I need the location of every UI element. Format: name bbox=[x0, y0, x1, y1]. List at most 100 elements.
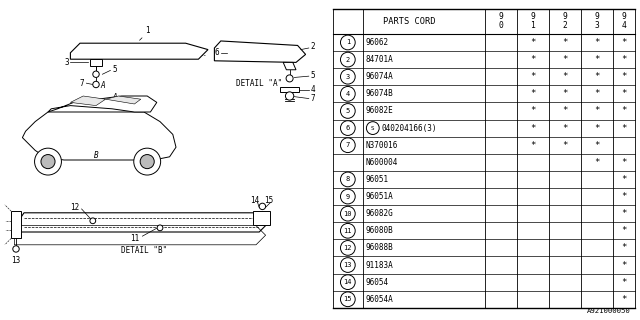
Text: 96074B: 96074B bbox=[366, 89, 394, 98]
Text: 91183A: 91183A bbox=[366, 260, 394, 269]
Text: 11: 11 bbox=[344, 228, 352, 234]
Circle shape bbox=[286, 75, 293, 82]
Text: 9: 9 bbox=[346, 194, 350, 200]
Circle shape bbox=[340, 86, 355, 101]
Circle shape bbox=[340, 258, 355, 272]
Circle shape bbox=[93, 71, 99, 77]
Text: 96088B: 96088B bbox=[366, 244, 394, 252]
Text: DETAIL "B": DETAIL "B" bbox=[121, 246, 167, 255]
Text: 13: 13 bbox=[12, 256, 20, 265]
Text: 7: 7 bbox=[346, 142, 350, 148]
Polygon shape bbox=[22, 112, 176, 160]
Text: *: * bbox=[594, 89, 600, 98]
Text: 96054A: 96054A bbox=[366, 295, 394, 304]
Circle shape bbox=[90, 218, 96, 224]
Text: 96062: 96062 bbox=[366, 38, 389, 47]
Circle shape bbox=[340, 138, 355, 153]
Text: *: * bbox=[621, 260, 627, 269]
Text: *: * bbox=[621, 107, 627, 116]
Text: *: * bbox=[621, 192, 627, 201]
Text: PARTS CORD: PARTS CORD bbox=[383, 17, 435, 26]
Text: *: * bbox=[562, 107, 568, 116]
Text: *: * bbox=[621, 209, 627, 218]
Text: *: * bbox=[562, 141, 568, 150]
Text: *: * bbox=[621, 278, 627, 287]
Polygon shape bbox=[11, 211, 20, 238]
Text: N370016: N370016 bbox=[366, 141, 398, 150]
Text: *: * bbox=[530, 38, 536, 47]
Text: *: * bbox=[562, 38, 568, 47]
Polygon shape bbox=[214, 41, 306, 62]
Text: *: * bbox=[621, 72, 627, 81]
Text: A: A bbox=[113, 93, 118, 102]
Circle shape bbox=[259, 203, 266, 210]
Text: *: * bbox=[594, 124, 600, 132]
Text: *: * bbox=[621, 55, 627, 64]
Circle shape bbox=[157, 225, 163, 231]
Text: 9
4: 9 4 bbox=[621, 12, 627, 30]
Text: 10: 10 bbox=[344, 211, 352, 217]
Polygon shape bbox=[253, 211, 270, 225]
Text: *: * bbox=[562, 124, 568, 132]
Text: DETAIL "A": DETAIL "A" bbox=[236, 79, 282, 88]
Text: 11: 11 bbox=[130, 234, 139, 243]
Text: *: * bbox=[594, 158, 600, 167]
Text: 9
1: 9 1 bbox=[531, 12, 535, 30]
Text: *: * bbox=[621, 175, 627, 184]
Circle shape bbox=[340, 223, 355, 238]
Text: 2: 2 bbox=[310, 42, 315, 51]
Text: *: * bbox=[621, 89, 627, 98]
Text: 6: 6 bbox=[346, 125, 350, 131]
Text: A921000050: A921000050 bbox=[587, 308, 630, 314]
Circle shape bbox=[340, 172, 355, 187]
Text: 7: 7 bbox=[79, 79, 84, 88]
Text: *: * bbox=[621, 244, 627, 252]
Text: *: * bbox=[530, 141, 536, 150]
Text: 96051A: 96051A bbox=[366, 192, 394, 201]
Text: 84701A: 84701A bbox=[366, 55, 394, 64]
Text: *: * bbox=[621, 38, 627, 47]
Circle shape bbox=[140, 155, 154, 169]
Circle shape bbox=[134, 148, 161, 175]
Text: *: * bbox=[562, 89, 568, 98]
Circle shape bbox=[340, 275, 355, 290]
Text: 96051: 96051 bbox=[366, 175, 389, 184]
Text: 040204166(3): 040204166(3) bbox=[381, 124, 437, 132]
Polygon shape bbox=[106, 96, 141, 104]
Text: *: * bbox=[621, 226, 627, 235]
Text: 12: 12 bbox=[344, 245, 352, 251]
Circle shape bbox=[340, 69, 355, 84]
Text: A: A bbox=[100, 81, 105, 90]
Text: 12: 12 bbox=[70, 203, 80, 212]
Text: 96074A: 96074A bbox=[366, 72, 394, 81]
Polygon shape bbox=[18, 213, 269, 232]
Text: B: B bbox=[93, 151, 99, 160]
Polygon shape bbox=[70, 96, 106, 106]
Text: *: * bbox=[530, 124, 536, 132]
Text: 9
3: 9 3 bbox=[595, 12, 599, 30]
Text: 3: 3 bbox=[65, 58, 70, 67]
Text: *: * bbox=[594, 141, 600, 150]
Text: *: * bbox=[621, 295, 627, 304]
Polygon shape bbox=[90, 59, 102, 66]
Text: 4: 4 bbox=[346, 91, 350, 97]
Text: 1: 1 bbox=[145, 26, 150, 35]
Text: 5: 5 bbox=[310, 71, 315, 80]
Text: 3: 3 bbox=[346, 74, 350, 80]
Text: *: * bbox=[562, 55, 568, 64]
Text: 96080B: 96080B bbox=[366, 226, 394, 235]
Text: 14: 14 bbox=[250, 196, 259, 205]
Text: N600004: N600004 bbox=[366, 158, 398, 167]
Polygon shape bbox=[283, 62, 296, 70]
Text: *: * bbox=[594, 55, 600, 64]
Text: 5: 5 bbox=[346, 108, 350, 114]
Text: 96054: 96054 bbox=[366, 278, 389, 287]
Text: 8: 8 bbox=[346, 176, 350, 182]
Text: *: * bbox=[594, 107, 600, 116]
Text: 6: 6 bbox=[214, 48, 219, 57]
Text: 14: 14 bbox=[344, 279, 352, 285]
Text: *: * bbox=[530, 107, 536, 116]
Circle shape bbox=[340, 35, 355, 50]
Circle shape bbox=[340, 189, 355, 204]
Circle shape bbox=[13, 246, 19, 252]
